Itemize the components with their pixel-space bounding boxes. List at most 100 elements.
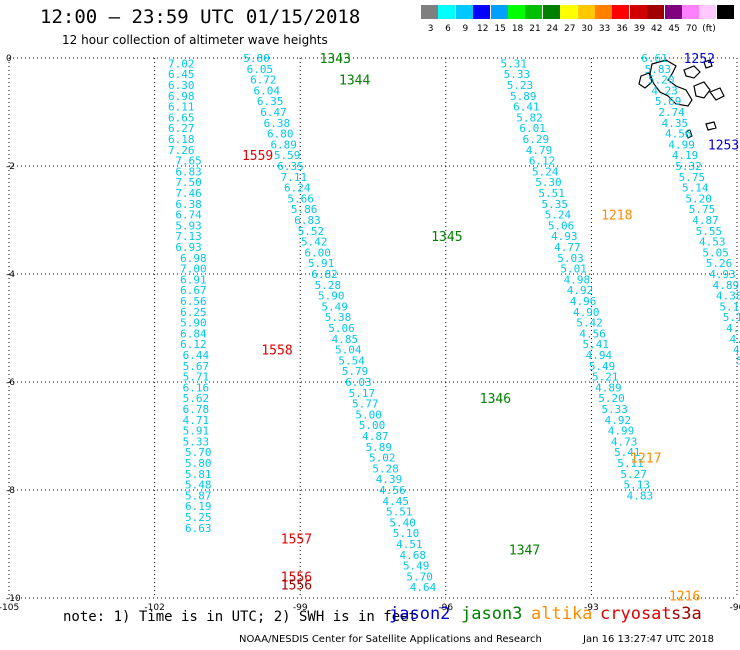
wave-height-value: 7.65 xyxy=(175,155,202,168)
color-scale-cell xyxy=(490,5,508,19)
wave-height-value: 5.11 xyxy=(617,457,644,470)
x-tick-label: -105 xyxy=(0,603,19,613)
y-tick-label: -10 xyxy=(6,594,21,604)
wave-height-value: 5.54 xyxy=(338,354,365,367)
wave-height-value: 5.89 xyxy=(510,90,537,103)
wave-height-value: 6.45 xyxy=(168,68,195,81)
wave-height-value: 6.18 xyxy=(168,133,195,146)
legend-s3a: s3a xyxy=(671,604,702,624)
pass-time-label: 1556 xyxy=(281,579,312,594)
island-floreana xyxy=(685,129,693,139)
color-scale-cell xyxy=(577,5,595,19)
wave-height-value: 5.03 xyxy=(557,252,584,265)
wave-height-value: 6.00 xyxy=(304,246,331,259)
color-scale-cell xyxy=(508,5,525,19)
wave-height-value: 4.68 xyxy=(400,549,427,562)
color-scale-label: 18 xyxy=(511,24,524,34)
wave-height-value: 4.90 xyxy=(573,306,600,319)
wave-height-value: 6.38 xyxy=(264,117,291,130)
wave-height-value: 5.21 xyxy=(592,371,619,384)
wave-height-value: 6.41 xyxy=(513,101,540,114)
color-scale-cell xyxy=(682,5,699,19)
color-scale-cell xyxy=(473,5,491,19)
wave-height-value: 2.74 xyxy=(658,106,685,119)
pass-time-label: 1218 xyxy=(601,209,632,224)
island-espanola xyxy=(705,121,717,131)
wave-height-value: 5.59 xyxy=(274,149,301,162)
wave-height-value: 6.89 xyxy=(270,138,297,151)
wave-height-value: 5.20 xyxy=(685,192,712,205)
wave-height-value: 5.40 xyxy=(389,516,416,529)
wave-height-value: 5.62 xyxy=(183,392,210,405)
wave-height-value: 5.10 xyxy=(393,527,420,540)
wave-height-value: 5.06 xyxy=(548,219,575,232)
wave-height-value: 5.83 xyxy=(645,63,672,76)
wave-height-value: 5.91 xyxy=(308,257,335,270)
wave-height-value: 4.23 xyxy=(651,84,678,97)
wave-height-value: 4.56 xyxy=(579,327,606,340)
color-scale-label: 27 xyxy=(564,24,576,34)
galapagos-islands xyxy=(638,59,725,139)
wave-height-value: 7.11 xyxy=(281,171,308,184)
island-fernandina xyxy=(638,72,653,89)
pass-time-label: 1557 xyxy=(281,533,312,548)
x-tick-label: -99 xyxy=(293,603,308,613)
color-scale-cell xyxy=(664,5,682,19)
wave-height-value: 5.42 xyxy=(301,236,328,249)
wave-height-value: 6.16 xyxy=(183,381,210,394)
wave-height-value: 5.49 xyxy=(589,360,616,373)
wave-height-value: 5.51 xyxy=(538,187,565,200)
island-santiago xyxy=(683,65,701,79)
wave-height-value: 4.45 xyxy=(383,495,410,508)
wave-height-value: 6.47 xyxy=(260,106,287,119)
color-scale-cell xyxy=(560,5,578,19)
color-scale-cell xyxy=(595,5,612,19)
pass-time-label: 1253 xyxy=(708,138,739,153)
color-scale-label: 21 xyxy=(529,24,541,34)
wave-height-value: 4.92 xyxy=(605,414,632,427)
wave-height-value: 5.00 xyxy=(355,408,382,421)
island-santa-cruz xyxy=(693,81,711,99)
wave-height-value: 5.42 xyxy=(576,317,603,330)
wave-height-value: 5.14 xyxy=(682,182,709,195)
color-scale-cell xyxy=(716,5,734,19)
wave-height-value: 5.75 xyxy=(679,171,706,184)
wave-height-value: 5.13 xyxy=(624,479,651,492)
color-scale-cell xyxy=(612,5,630,19)
wave-height-value: 7.26 xyxy=(168,144,195,157)
island-genovesa xyxy=(703,59,713,69)
color-scale-label: 12 xyxy=(477,24,489,34)
wave-height-value: 4.71 xyxy=(183,414,210,427)
x-tick-label: -93 xyxy=(584,603,599,613)
wave-height-value: 4.38 xyxy=(716,290,740,303)
wave-height-value: 4.89 xyxy=(595,381,622,394)
wave-height-value: 4.85 xyxy=(332,333,359,346)
wave-height-value: 5.80 xyxy=(185,457,212,470)
page-subtitle: 12 hour collection of altimeter wave hei… xyxy=(62,33,328,47)
wave-height-value: 6.03 xyxy=(345,376,372,389)
altimeter-chart: -105-102-99-96-93-900-2-4-6-8-10 7.026.4… xyxy=(0,52,740,613)
wave-height-value: 5.86 xyxy=(291,203,318,216)
pass-time-label: 1216 xyxy=(669,589,700,604)
wave-height-value: 4.83 xyxy=(627,489,654,502)
wave-height-value: 4.92 xyxy=(567,284,594,297)
wave-height-value: 5.71 xyxy=(183,371,210,384)
wave-height-value: 5.17 xyxy=(349,387,376,400)
x-tick-label: -102 xyxy=(144,603,164,613)
wave-height-value: 5.66 xyxy=(287,192,314,205)
wave-height-value: 4.87 xyxy=(362,430,389,443)
pass-time-label: 1217 xyxy=(630,452,661,467)
island-san-cristobal xyxy=(709,87,725,101)
wave-height-value: 5.33 xyxy=(504,68,531,81)
wave-height-value: 6.25 xyxy=(180,306,207,319)
wave-height-value: 6.19 xyxy=(185,500,212,513)
wave-height-value: 5.14 xyxy=(719,300,740,313)
wave-height-value: 6.35 xyxy=(277,160,304,173)
wave-height-value: 5.30 xyxy=(535,176,562,189)
wave-height-value: 6.98 xyxy=(180,252,207,265)
wave-height-value: 4.35 xyxy=(662,117,689,130)
wave-height-value: 5.23 xyxy=(507,79,534,92)
wave-height-value: 6.74 xyxy=(175,209,202,222)
wave-height-value: 5.33 xyxy=(183,435,210,448)
wave-height-value: 4.96 xyxy=(570,295,597,308)
